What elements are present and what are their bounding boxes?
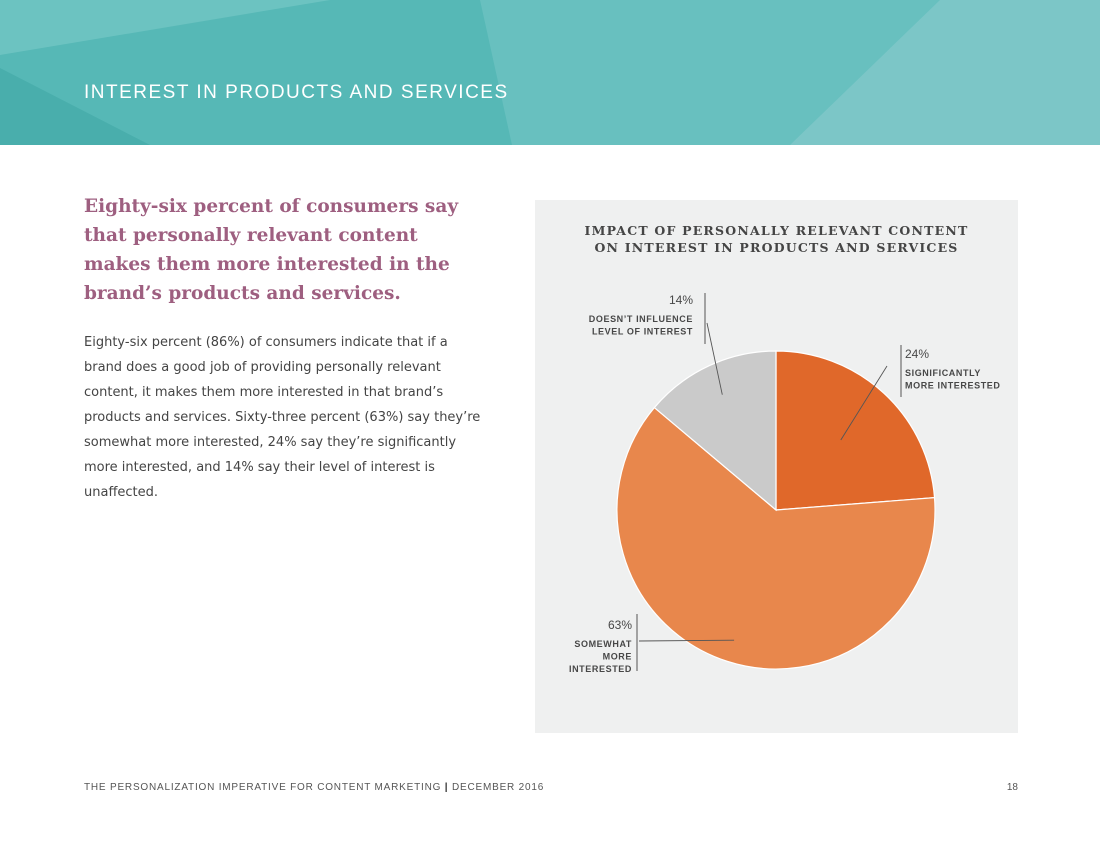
body-paragraph: Eighty-six percent (86%) of consumers in… [84,335,481,500]
footer-doc-title: THE PERSONALIZATION IMPERATIVE FOR CONTE… [84,782,442,793]
pie-slice-1 [616,406,936,670]
slice-percent-label-0: 24% [905,347,929,361]
slice-name-label-0-1: MORE INTERESTED [905,381,1001,391]
chart-title: IMPACT OF PERSONALLY RELEVANT CONTENT ON… [535,222,1018,256]
chart-panel: IMPACT OF PERSONALLY RELEVANT CONTENT ON… [535,200,1018,733]
footer-separator: | [444,782,449,793]
banner-background [0,0,1100,145]
pie-slice-0 [775,350,936,511]
pie-slice-2 [653,350,777,512]
leader-line-1 [638,639,735,642]
slice-name-label-1-0: SOMEWHAT [574,639,632,649]
page-number: 18 [1006,782,1018,793]
chart-title-line-1: IMPACT OF PERSONALLY RELEVANT CONTENT [584,223,969,238]
page-title: INTEREST IN PRODUCTS AND SERVICES [84,82,509,103]
slice-name-label-1-1: MORE [603,652,632,662]
slice-percent-label-2: 14% [669,293,693,307]
chart-title-line-2: ON INTEREST IN PRODUCTS AND SERVICES [594,240,959,255]
headline: Eighty-six percent of consumers say that… [84,196,459,304]
slice-name-label-0-0: SIGNIFICANTLY [905,368,981,378]
leader-line-0 [840,365,888,441]
slice-name-label-2-0: DOESN’T INFLUENCE [589,314,693,324]
footer-date: DECEMBER 2016 [451,782,545,793]
leader-line-2 [706,322,723,395]
pie-chart: 24% SIGNIFICANTLY MORE INTERESTED 63% SOMEWH… [569,293,1001,674]
slice-percent-label-1: 63% [608,618,632,632]
slice-name-label-1-2: INTERESTED [569,664,632,674]
header-banner: INTEREST IN PRODUCTS AND SERVICES [0,0,1100,145]
footer-doc-info: THE PERSONALIZATION IMPERATIVE FOR CONTE… [84,782,544,793]
slice-name-label-2-1: LEVEL OF INTEREST [592,327,693,337]
